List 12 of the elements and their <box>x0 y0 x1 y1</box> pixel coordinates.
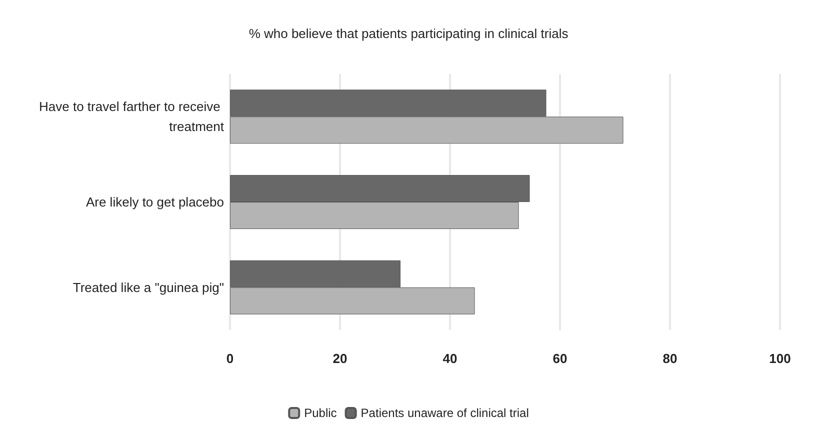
y-tick-label: Are likely to get placebo <box>86 194 224 210</box>
x-tick-label: 0 <box>226 351 234 366</box>
x-tick-label: 80 <box>662 351 678 366</box>
y-tick-label: Have to travel farther to receive treatment <box>39 99 224 134</box>
x-tick-label: 60 <box>552 351 568 366</box>
legend-label: Public <box>304 406 337 420</box>
x-tick-label: 20 <box>332 351 348 366</box>
legend-label: Patients unaware of clinical trial <box>360 406 529 420</box>
y-tick-label: Treated like a "guinea pig" <box>72 280 224 295</box>
x-tick-label: 100 <box>769 351 791 366</box>
chart-title: % who believe that patients participating in clinical trials <box>248 26 569 41</box>
x-tick-label: 40 <box>442 351 458 366</box>
